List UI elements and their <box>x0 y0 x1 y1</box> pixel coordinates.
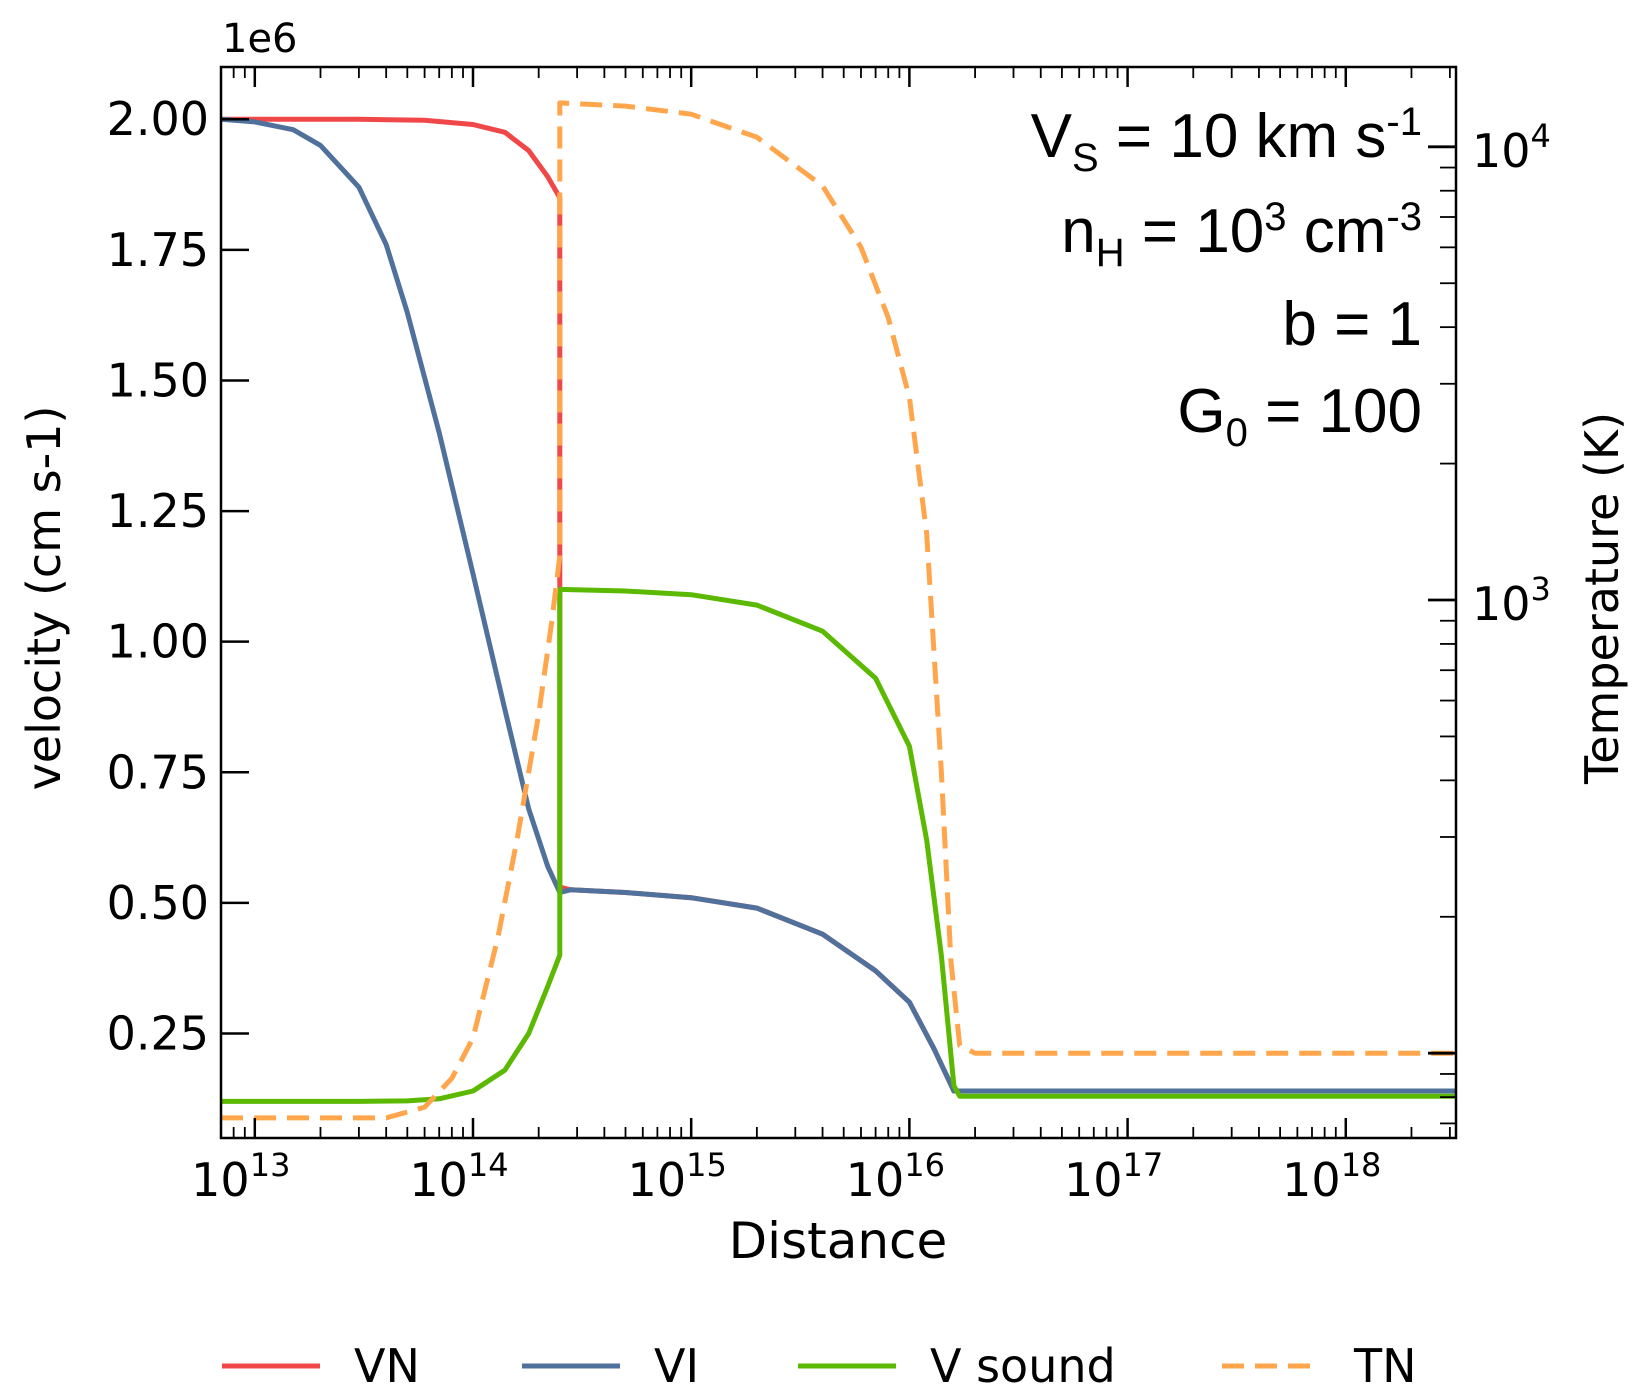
y-tick-label: 1.75 <box>107 223 209 277</box>
x-tick-label: 1016 <box>846 1146 945 1207</box>
legend-label: V sound <box>930 1339 1116 1386</box>
y-axis-label: velocity (cm s-1) <box>17 406 71 791</box>
labels-layer: 1e6 Distance velocity (cm s-1) Temperatu… <box>17 16 1629 1270</box>
series-layer <box>221 100 1456 1121</box>
annotation-line: nH = 103 cm-3 <box>1061 195 1422 275</box>
y-tick-label: 0.75 <box>107 745 209 799</box>
x-axis-label: Distance <box>729 1212 948 1270</box>
series-line-v-sound <box>221 586 1456 1104</box>
series-line-tn <box>221 100 1456 1121</box>
legend-label: VN <box>354 1339 420 1386</box>
y-tick-label: 0.25 <box>107 1007 209 1061</box>
x-tick-label: 1013 <box>191 1146 290 1207</box>
annotation-line: VS = 10 km s-1 <box>1031 100 1422 180</box>
y2-axis-label: Temperature (K) <box>1575 412 1629 785</box>
x-tick-label: 1014 <box>409 1146 508 1207</box>
plot-frame <box>219 65 1458 1140</box>
y-tick-label: 2.00 <box>107 92 209 146</box>
axes-layer <box>219 65 1458 1140</box>
series-line-vi <box>221 116 1456 1094</box>
x-tick-label: 1018 <box>1282 1146 1381 1207</box>
y-tick-label: 1.50 <box>107 353 209 407</box>
y-tick-label: 0.50 <box>107 876 209 930</box>
x-tick-label: 1015 <box>628 1146 727 1207</box>
legend: VN VI V sound TN <box>222 1339 1417 1386</box>
annotation-box: VS = 10 km s-1 nH = 103 cm-3 b = 1 G0 = 100 <box>1031 100 1422 455</box>
annotation-line: b = 1 <box>1282 290 1422 359</box>
y-tick-label: 1.25 <box>107 484 209 538</box>
legend-label: TN <box>1353 1339 1417 1386</box>
y2-tick-label: 104 <box>1472 117 1551 178</box>
offset-label: 1e6 <box>222 16 298 62</box>
y2-tick-label: 103 <box>1472 570 1551 631</box>
y-tick-label: 1.00 <box>107 615 209 669</box>
x-tick-label: 1017 <box>1064 1146 1163 1207</box>
annotation-line: G0 = 100 <box>1177 377 1422 455</box>
legend-label: VI <box>654 1339 699 1386</box>
ticks-layer: 1013 1014 1015 1016 1017 1018 2.00 1.75 1.50 1.25… <box>107 67 1551 1207</box>
